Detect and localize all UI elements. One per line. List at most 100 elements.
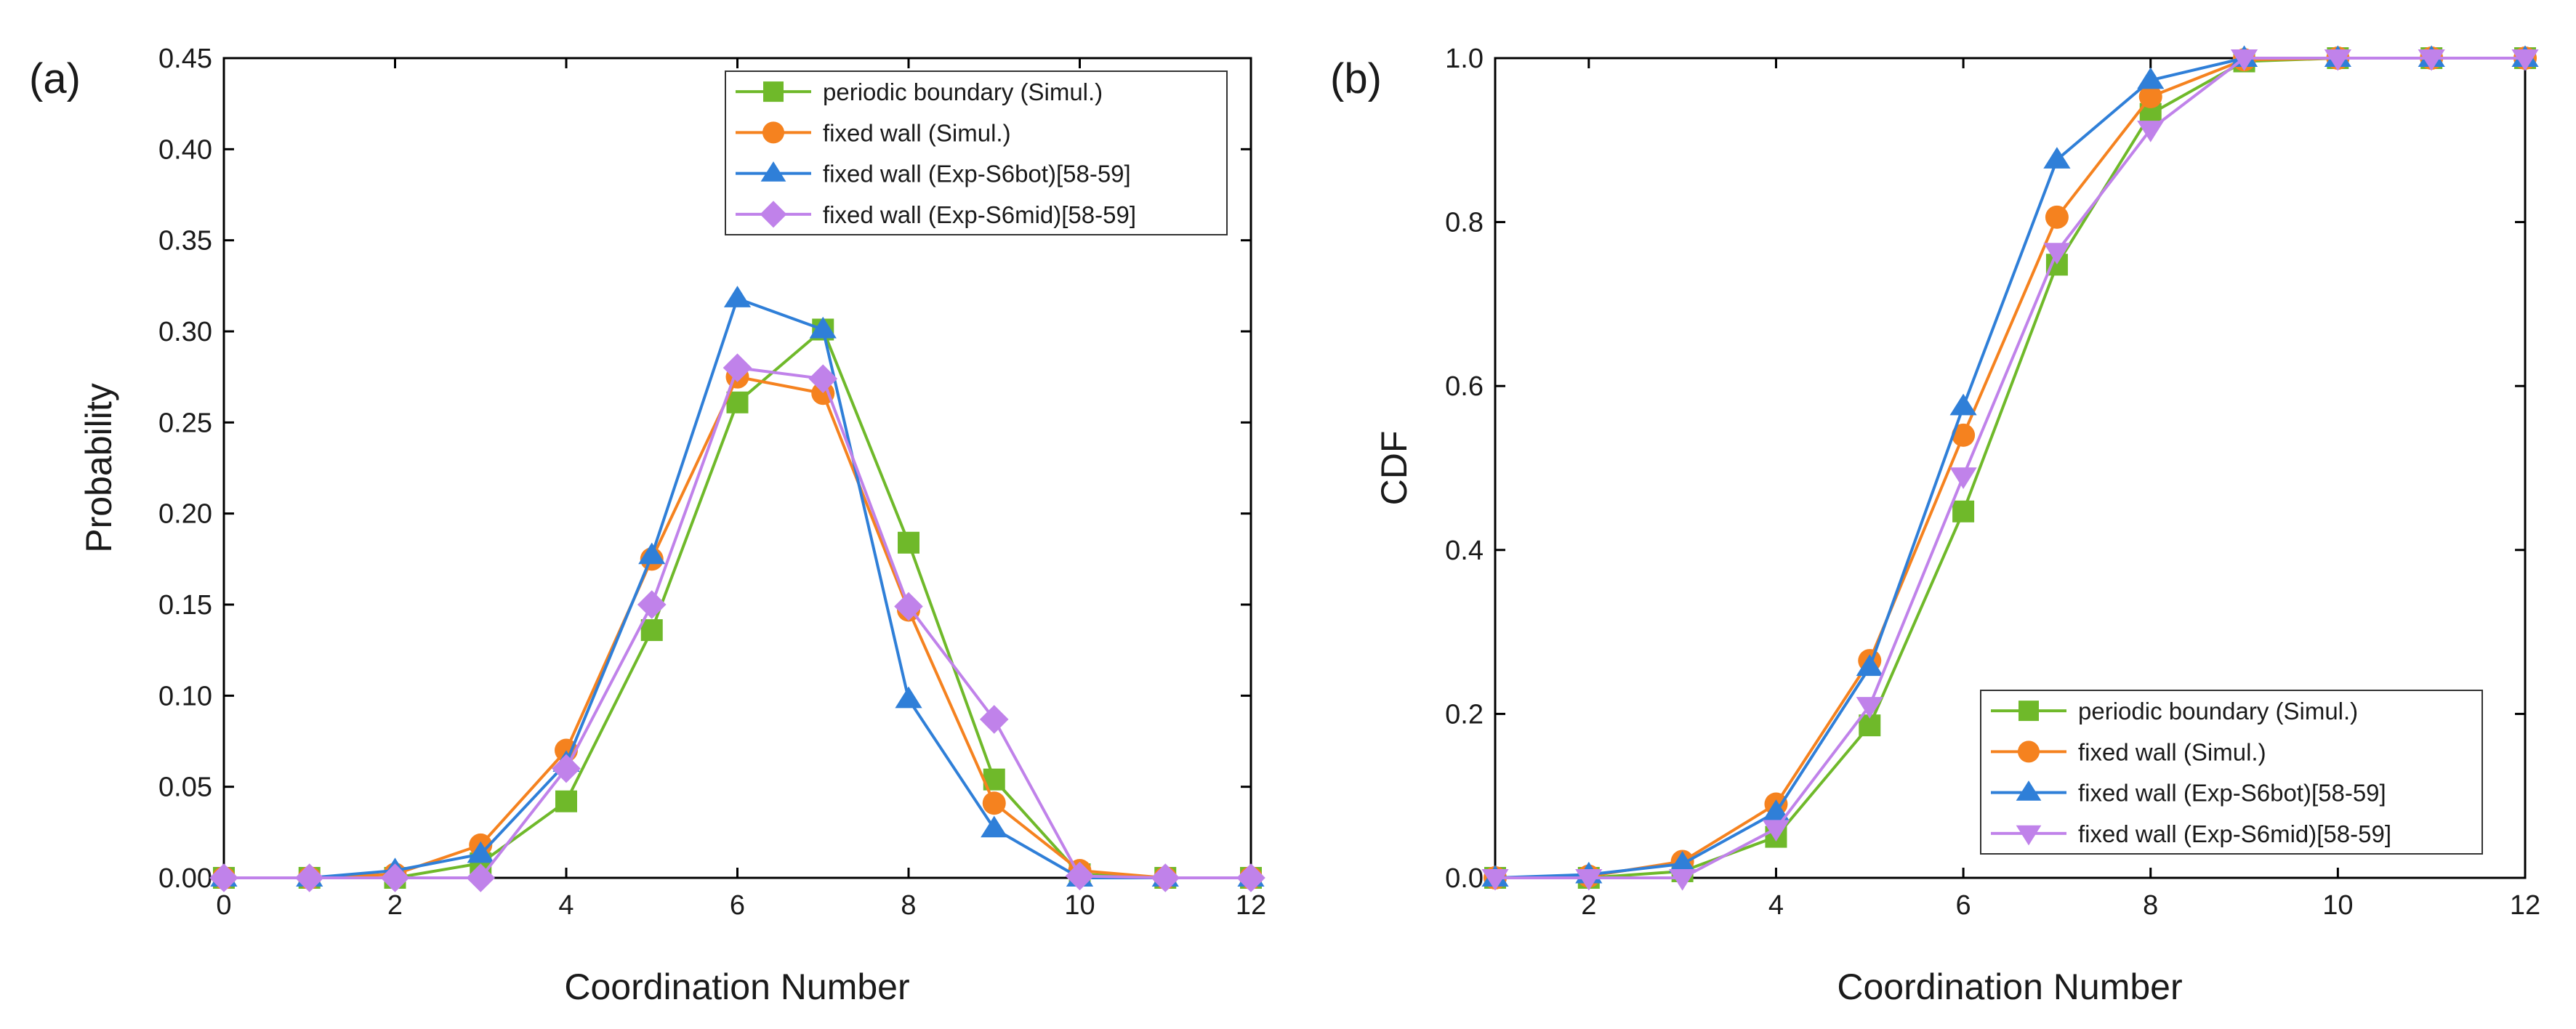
- y-tick-label: 0.0: [1445, 863, 1484, 894]
- y-tick-label: 0.45: [158, 44, 212, 74]
- legend-entry: fixed wall (Exp-S6mid)[58-59]: [823, 201, 1136, 228]
- x-tick-label: 10: [1064, 890, 1095, 921]
- x-axis-label-a: Coordination Number: [564, 967, 909, 1007]
- data-point-0-3: [294, 863, 324, 892]
- data-point-1-3: [1481, 869, 1509, 891]
- data-point-1-3: [2418, 49, 2445, 71]
- data-point-1-3: [2324, 49, 2351, 71]
- legend-frame: [725, 70, 1228, 235]
- y-axis-label-b: CDF: [1374, 431, 1414, 506]
- data-point-0-3: [1236, 863, 1265, 892]
- data-point-1-3: [1856, 697, 1883, 719]
- data-point-1-0: [1952, 500, 1975, 522]
- y-tick-label: 0.2: [1445, 699, 1484, 730]
- data-point-0-1: [811, 382, 835, 405]
- data-point-0-3: [466, 863, 496, 892]
- y-axis-label-a: Probability: [79, 383, 119, 552]
- y-tick-label: 0.00: [158, 863, 212, 894]
- data-point-0-3: [723, 353, 752, 382]
- data-point-0-2: [809, 316, 837, 339]
- data-point-1-1: [2138, 85, 2162, 109]
- data-point-1-2: [2043, 147, 2071, 169]
- data-point-0-1: [982, 791, 1006, 815]
- series-line-1-3: [1495, 57, 2525, 879]
- data-point-1-2: [1669, 851, 1696, 873]
- legend-marker: [2016, 825, 2042, 846]
- x-tick-label: 6: [1956, 890, 1971, 921]
- x-tick-label: 0: [216, 890, 231, 921]
- data-point-1-3: [2043, 243, 2071, 265]
- data-point-0-3: [637, 590, 667, 619]
- series-line-0-1: [224, 375, 1251, 879]
- y-tick-label: 0.30: [158, 317, 212, 347]
- x-axis-label-b: Coordination Number: [1837, 967, 2182, 1007]
- y-tick-label: 0.05: [158, 772, 212, 803]
- legend-entry: fixed wall (Simul.): [2078, 738, 2266, 765]
- x-tick-label: 2: [1581, 890, 1596, 921]
- series-layer-a: [209, 286, 1265, 892]
- data-point-0-3: [1065, 861, 1095, 891]
- x-tick-label: 12: [1236, 890, 1266, 921]
- x-tick-label: 4: [1768, 890, 1784, 921]
- data-point-0-3: [380, 863, 410, 892]
- legend-marker: [2018, 741, 2040, 763]
- series-line-0-3: [224, 366, 1251, 879]
- data-point-1-2: [1949, 393, 1977, 416]
- legend-marker: [762, 121, 784, 144]
- legend-marker: [760, 161, 786, 182]
- x-tick-label: 8: [901, 890, 916, 921]
- data-point-1-3: [1669, 869, 1696, 891]
- y-ticks-a: 0.00 0.05 0.10 0.15 0.20 0.25 0.30 0.35 0.40 0.45: [158, 44, 1251, 894]
- data-point-1-2: [1762, 799, 1790, 821]
- data-point-0-3: [209, 863, 238, 892]
- legend-marker: [760, 201, 787, 228]
- data-point-0-2: [638, 542, 666, 565]
- data-point-0-2: [723, 286, 752, 307]
- data-point-1-1: [1952, 423, 1976, 447]
- y-tick-label: 0.4: [1445, 536, 1484, 566]
- y-tick-label: 0.6: [1445, 371, 1484, 402]
- data-point-1-1: [2045, 205, 2069, 229]
- legend-marker: [2018, 701, 2039, 722]
- data-point-0-2: [895, 686, 922, 709]
- data-point-0-3: [979, 705, 1009, 734]
- data-point-1-3: [1762, 820, 1790, 842]
- y-tick-label: 0.20: [158, 499, 212, 530]
- y-tick-label: 0.35: [158, 226, 212, 257]
- y-tick-label: 0.25: [158, 408, 212, 438]
- legend-marker: [2016, 780, 2042, 801]
- legend-b: periodic boundary (Simul.) fixed wall (Si…: [1980, 690, 2483, 855]
- y-tick-label: 0.8: [1445, 208, 1484, 238]
- data-point-1-2: [2137, 67, 2165, 89]
- x-ticks-a: 0 2 4 6 8 10 12: [216, 58, 1266, 921]
- data-point-0-0: [640, 619, 663, 642]
- y-tick-label: 1.0: [1445, 44, 1484, 74]
- data-point-0-3: [552, 754, 581, 783]
- legend-a: periodic boundary (Simul.) fixed wall (Si…: [725, 70, 1228, 235]
- legend-entry: fixed wall (Exp-S6bot)[58-59]: [823, 161, 1131, 187]
- panel-a: (a) 0 2 4 6 8 10 12 0.000.050.100.150.200.250.…: [29, 44, 1266, 1007]
- data-point-1-3: [2230, 49, 2258, 71]
- legend-entry: fixed wall (Simul.): [823, 119, 1011, 146]
- plot-frame-b: [1494, 57, 2527, 879]
- data-point-1-3: [1575, 869, 1603, 891]
- y-tick-label: 0.40: [158, 134, 212, 165]
- data-point-1-3: [2511, 49, 2539, 71]
- data-point-0-0: [555, 790, 577, 812]
- y-tick-label: 0.10: [158, 681, 212, 711]
- data-point-0-3: [808, 364, 838, 393]
- legend-entry: fixed wall (Exp-S6mid)[58-59]: [2078, 820, 2391, 847]
- x-tick-label: 10: [2322, 890, 2353, 921]
- legend-frame: [1980, 690, 2483, 855]
- x-tick-label: 2: [387, 890, 403, 921]
- data-point-0-2: [981, 815, 1008, 838]
- legend-marker: [763, 81, 784, 102]
- data-point-1-3: [1949, 467, 1977, 489]
- panel-label-a: (a): [29, 55, 81, 102]
- series-layer-b: [1481, 45, 2539, 891]
- panel-label-b: (b): [1330, 55, 1382, 102]
- data-point-0-3: [1151, 863, 1180, 892]
- y-ticks-b: 0.0 0.2 0.4 0.6 0.8 1.0: [1445, 44, 2525, 894]
- data-point-0-3: [894, 592, 923, 621]
